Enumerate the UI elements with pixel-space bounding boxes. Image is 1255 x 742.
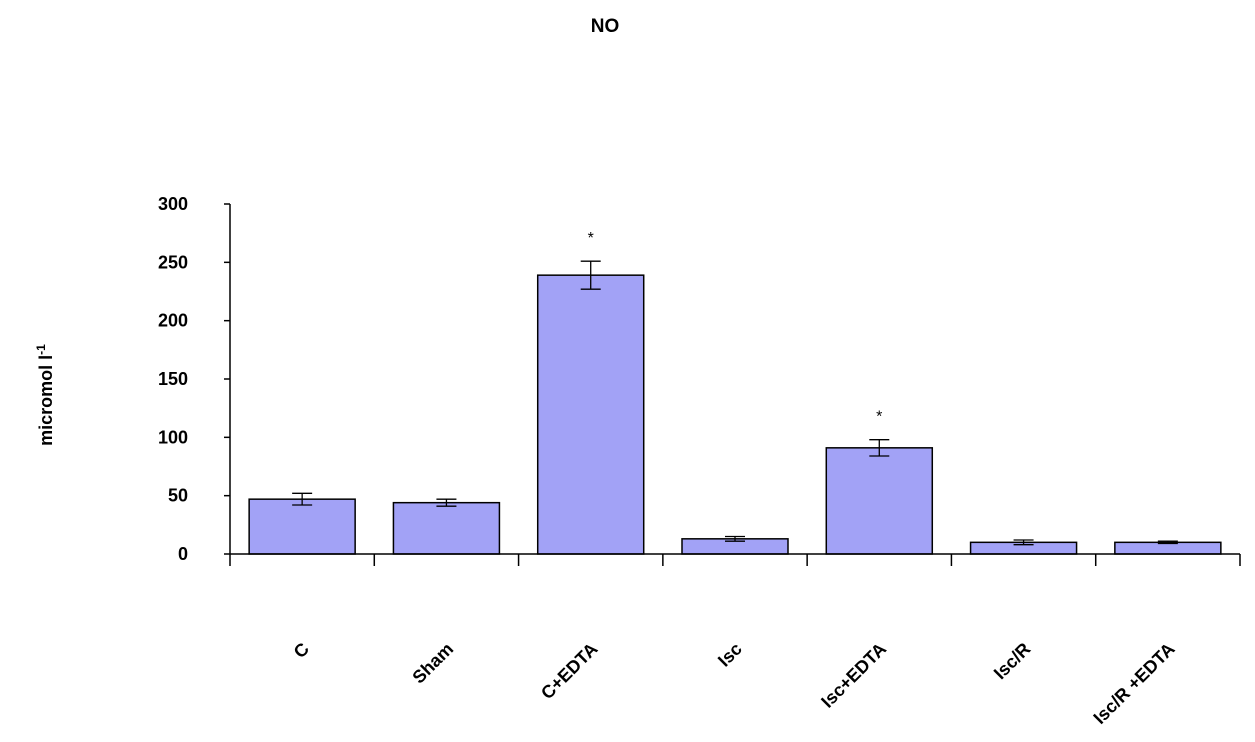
y-axis-label: micromol l-1 — [34, 344, 56, 446]
x-tick-labels: C Sham C+EDTA Isc Isc+EDTA Isc/R Isc/R +EDTA — [290, 639, 1179, 728]
y-axis-label-text: micromol l — [36, 355, 56, 446]
y-tick-label: 300 — [158, 194, 188, 214]
bar — [248, 498, 356, 555]
y-tick-label: 50 — [168, 486, 188, 506]
x-axis — [229, 553, 1241, 566]
annotations: ** — [588, 230, 883, 425]
bar — [536, 274, 645, 555]
x-tick-label: Isc/R +EDTA — [1089, 639, 1178, 728]
bars — [248, 274, 1222, 555]
y-axis-label-superscript: -1 — [34, 344, 48, 355]
y-tick-label: 200 — [158, 311, 188, 331]
significance-marker: * — [588, 230, 594, 247]
bar — [825, 447, 934, 555]
y-tick-label: 250 — [158, 252, 188, 272]
x-tick-label: Sham — [408, 639, 457, 688]
y-axis: 0 50 100 150 200 250 300 — [158, 194, 231, 564]
x-tick-label: Isc+EDTA — [817, 639, 890, 712]
bar — [392, 501, 501, 555]
chart-title: NO — [591, 16, 620, 37]
y-tick-label: 150 — [158, 369, 188, 389]
y-tick-label: 0 — [178, 544, 188, 564]
x-tick-label: C+EDTA — [537, 639, 601, 703]
significance-marker: * — [876, 409, 882, 426]
x-tick-label: C — [290, 639, 313, 662]
error-bars — [292, 260, 1178, 546]
x-tick-label: Isc — [714, 639, 746, 671]
y-tick-label: 100 — [158, 427, 188, 447]
x-tick-label: Isc/R — [990, 639, 1035, 684]
